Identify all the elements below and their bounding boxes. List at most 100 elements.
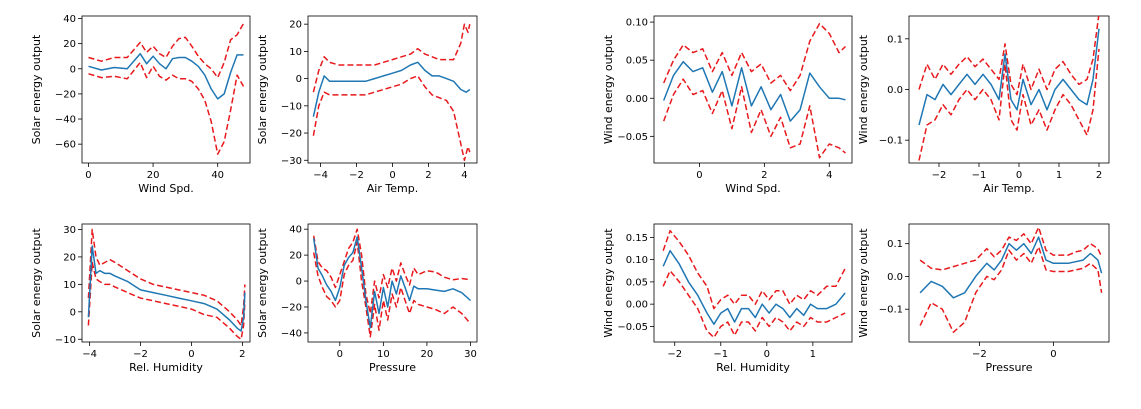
x-tick-label: −1 [713,349,728,360]
x-tick-label: 2 [425,170,431,181]
y-tick-label: −20 [281,302,302,313]
y-tick-label: −40 [55,115,76,126]
y-tick-label: 40 [63,14,76,25]
y-axis-label: Solar energy output [256,227,269,337]
x-axis-label: Air Temp. [367,182,418,195]
mean-series-line [919,236,1103,299]
plot-frame [81,223,251,343]
y-tick-label: 0.05 [626,56,648,67]
y-tick-label: −10 [281,101,302,112]
x-tick-label: 20 [421,349,434,360]
lower-bound-line [87,261,246,341]
x-axis-label: Air Temp. [983,182,1034,195]
y-tick-label: 30 [63,225,76,236]
x-tick-label: 0 [1050,349,1056,360]
x-tick-label: −2 [349,170,364,181]
subplot-8: −2 0 −0.1 0.0 0.1 Pressure Wind energy output [857,223,1110,374]
plot-frame [307,15,478,164]
y-tick-label: 0 [70,64,76,75]
plot-frame [908,223,1110,343]
mean-series-line [662,249,846,325]
y-tick-label: 10 [63,280,76,291]
x-tick-label: −2 [972,349,987,360]
x-axis-label: Wind Spd. [725,182,781,195]
mean-series-line [88,52,244,100]
y-axis-label: Wind energy output [857,34,870,144]
y-axis-label: Wind energy output [602,228,615,338]
mean-series-line [663,60,846,122]
y-tick-label: 20 [63,252,76,263]
x-tick-label: 1 [1056,170,1062,181]
x-tick-label: 0 [389,170,395,181]
y-tick-label: 20 [289,251,302,262]
x-tick-label: −2 [667,349,682,360]
x-tick-label: 2 [1096,170,1102,181]
x-tick-label: −2 [932,170,947,181]
y-tick-label: −20 [281,129,302,140]
lower-bound-line [662,270,846,339]
mean-series-line [918,28,1100,126]
y-tick-label: 0.1 [887,34,903,45]
y-tick-label: −30 [281,156,302,167]
x-tick-label: 0 [696,170,702,181]
y-axis-label: Wind energy output [602,34,615,144]
lower-bound-line [918,48,1100,161]
upper-bound-line [662,229,846,310]
x-tick-label: 20 [147,170,160,181]
upper-bound-line [663,22,847,92]
upper-bound-line [919,226,1103,271]
upper-bound-line [312,23,471,93]
mean-series-line [312,61,471,117]
x-tick-label: 0 [85,170,91,181]
upper-bound-line [87,228,246,327]
upper-bound-line [312,228,471,315]
x-tick-label: −4 [82,349,97,360]
y-tick-label: 0 [296,277,302,288]
y-axis-label: Solar energy output [30,227,43,337]
plot-frame [653,15,853,164]
y-tick-label: −0.1 [879,305,903,316]
x-tick-label: −1 [972,170,987,181]
lower-bound-line [662,78,846,159]
y-tick-label: −60 [55,140,76,151]
y-axis-label: Solar energy output [30,34,43,144]
subplot-3: −4 −2 0 2 −10 0 10 20 30 Rel. Humidity Solar energ… [30,223,251,374]
x-tick-label: −4 [313,170,328,181]
lower-bound-line [919,246,1103,333]
y-tick-label: 0.05 [626,277,648,288]
subplot-7: −2 −1 0 1 −0.05 0.00 0.05 0.10 0.15 Rel. Humidity… [602,223,853,374]
subplot-1: 0 20 40 −60 −40 −20 0 20 40 Wind Spd. Solar energy… [30,14,251,195]
x-tick-label: 40 [211,170,224,181]
x-tick-label: 30 [464,349,477,360]
y-tick-label: 0.00 [626,300,648,311]
x-tick-label: 0 [1016,170,1022,181]
y-tick-label: 0.10 [626,255,648,266]
y-axis-label: Wind energy output [857,228,870,338]
subplot-4: 0 10 20 30 −40 −20 0 20 40 Pressure Solar energy o… [256,223,478,374]
upper-bound-line [88,23,245,79]
x-tick-label: 10 [377,349,390,360]
x-axis-label: Wind Spd. [138,182,194,195]
x-tick-label: 4 [461,170,467,181]
plot-frame [81,15,251,164]
x-axis-label: Rel. Humidity [716,361,790,374]
lower-bound-line [312,241,472,338]
y-tick-label: −0.05 [617,322,648,333]
subplot-6: −2 −1 0 1 2 −0.1 0.0 0.1 Air Temp. Wind energy ou… [857,15,1110,195]
x-axis-label: Pressure [369,361,416,374]
y-tick-label: 0.0 [887,85,903,96]
y-tick-label: 0 [296,74,302,85]
y-tick-label: −10 [55,335,76,346]
y-tick-label: 10 [289,47,302,58]
plot-frame [653,223,853,343]
x-tick-label: 2 [761,170,767,181]
x-tick-label: 1 [810,349,816,360]
y-tick-label: 0.00 [626,94,648,105]
x-tick-label: 0 [188,349,194,360]
x-tick-label: 4 [826,170,832,181]
y-tick-label: −0.1 [879,136,903,147]
y-axis-label: Solar energy output [256,34,269,144]
mean-series-line [87,245,246,332]
